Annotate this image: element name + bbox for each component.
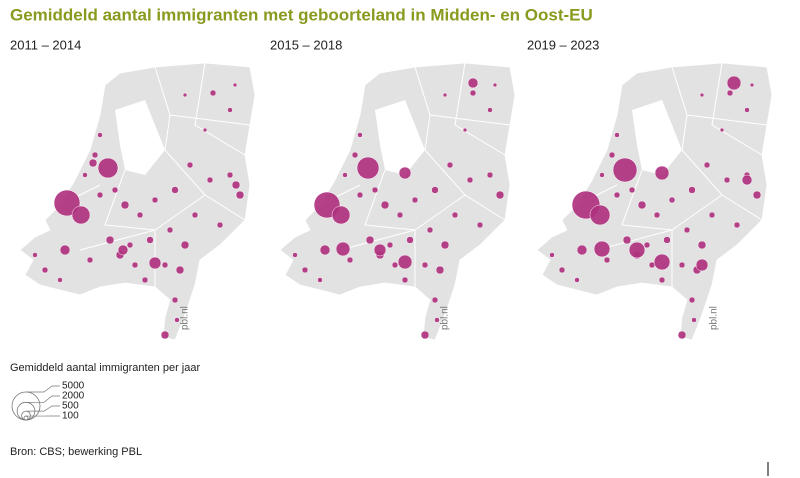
map: pbl.nl [279, 62, 516, 341]
panel-label: 2019 – 2023 [527, 37, 599, 52]
legend-label: 5000 [62, 381, 85, 392]
map: pbl.nl [536, 62, 773, 341]
source: Bron: CBS; bewerking PBL [10, 446, 142, 458]
legend-leader [26, 385, 60, 393]
watermark: pbl.nl [180, 306, 191, 330]
legend-circle [23, 415, 29, 421]
map: pbl.nl [19, 62, 256, 341]
legend-title: Gemiddeld aantal immigranten per jaar [10, 362, 200, 374]
watermark: pbl.nl [709, 306, 720, 330]
panel-label: 2015 – 2018 [270, 37, 342, 52]
legend-label: 500 [62, 401, 79, 412]
panel-label: 2011 – 2014 [10, 37, 81, 52]
legend-leader [26, 395, 60, 403]
legend-label: 100 [62, 411, 79, 422]
title: Gemiddeld aantal immigranten met geboort… [10, 5, 593, 24]
watermark: pbl.nl [440, 306, 451, 330]
legend-leader [26, 405, 60, 412]
legend-circle [21, 410, 31, 421]
legend-label: 2000 [62, 391, 85, 402]
